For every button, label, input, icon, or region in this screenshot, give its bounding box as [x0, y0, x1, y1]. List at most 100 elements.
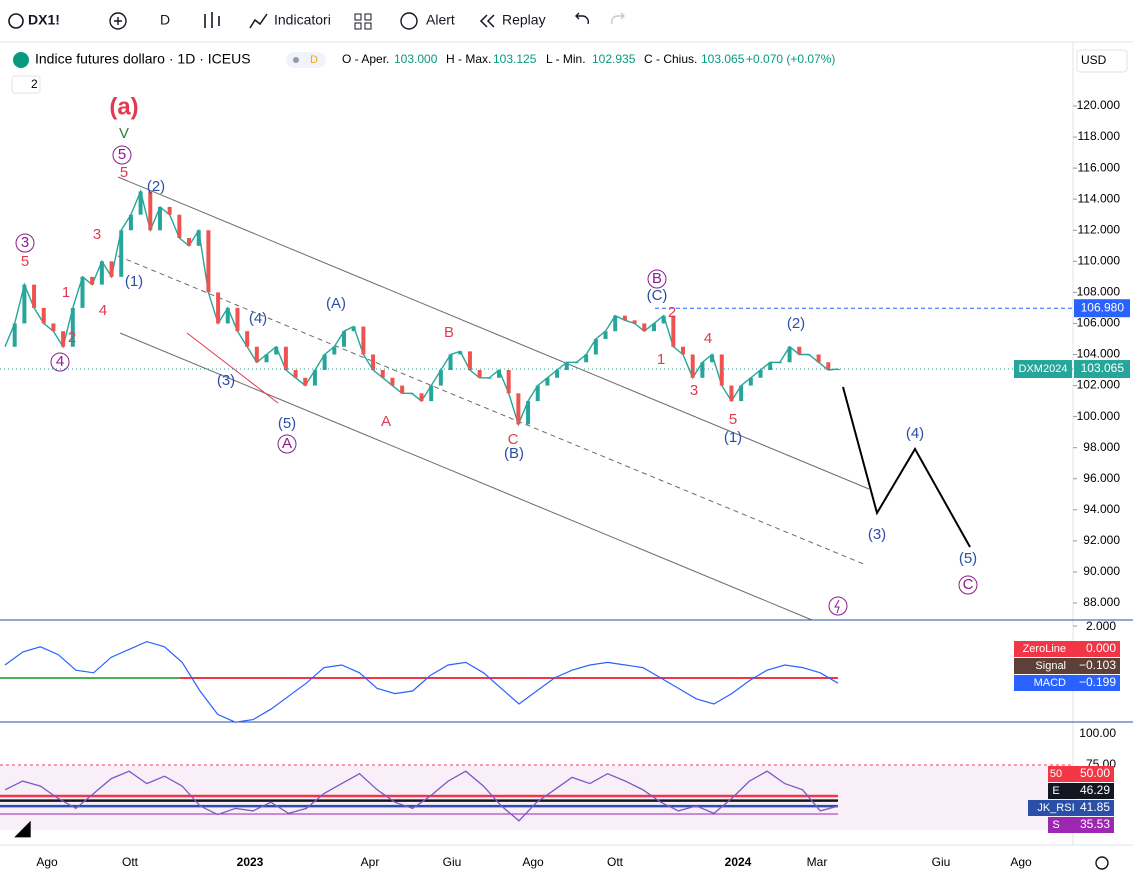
wave-label: 2 — [668, 304, 676, 321]
candle — [816, 354, 821, 363]
wave-label: B — [444, 324, 454, 341]
candle — [710, 354, 715, 363]
time-label: Giu — [443, 855, 462, 869]
wave-label: (a) — [109, 93, 138, 120]
candle — [758, 370, 763, 378]
candle — [274, 346, 279, 355]
layout-icon — [354, 22, 362, 30]
ohlc: O - Aper. 103.000 H - Max. 103.125 L - M… — [342, 52, 835, 66]
search-icon[interactable] — [8, 13, 24, 29]
wave-label: (A) — [326, 295, 346, 312]
time-label: Ago — [1010, 855, 1032, 869]
wave-circle — [112, 145, 132, 165]
wave-label: 5 — [21, 253, 29, 270]
rsi-badge — [1060, 817, 1114, 833]
candle — [148, 191, 153, 231]
rsi-badge-name: S — [1052, 819, 1059, 831]
price-tick-label: 88.000 — [1083, 595, 1120, 609]
rsi-badge-name-bg — [1048, 817, 1064, 833]
alert-button[interactable]: Alert — [426, 12, 455, 28]
rsi-badge-name-bg — [1048, 783, 1064, 799]
price-tick-label: 92.000 — [1083, 533, 1120, 547]
price-tick-label: 118.000 — [1078, 129, 1121, 143]
macd-badge-value: −0.103 — [1079, 658, 1116, 672]
wave-circle — [647, 269, 667, 289]
data-badge: D — [310, 54, 318, 66]
candle — [351, 326, 356, 332]
layout-icon[interactable] — [354, 13, 362, 21]
candle — [254, 346, 259, 363]
indicators-button[interactable]: Indicatori — [274, 12, 331, 28]
open-value: 103.000 — [394, 52, 438, 66]
layout-icon — [364, 13, 372, 21]
currency: USD — [1081, 53, 1107, 67]
candle — [593, 338, 598, 355]
candle — [409, 393, 414, 395]
candle — [342, 331, 347, 347]
wave-label: C — [508, 431, 519, 448]
currency-button[interactable] — [1076, 49, 1128, 73]
price-tick-label: 114.000 — [1078, 191, 1121, 205]
price-tick-label: 104.000 — [1077, 347, 1121, 361]
wave-label: 3 — [690, 382, 698, 399]
candle — [642, 323, 647, 332]
replay-button[interactable]: Replay — [502, 12, 546, 28]
candle — [32, 284, 37, 308]
candle — [671, 315, 676, 347]
rsi-badge-name: 50 — [1050, 768, 1062, 780]
interval[interactable]: D — [160, 12, 170, 28]
candle — [526, 401, 531, 425]
candle — [506, 370, 511, 394]
flash-icon[interactable] — [828, 596, 848, 616]
close-value: 103.065 — [701, 52, 745, 66]
redo[interactable] — [610, 12, 625, 25]
add-symbol[interactable] — [109, 12, 127, 30]
price-tick-label: 94.000 — [1083, 502, 1120, 516]
candle — [836, 369, 840, 371]
collapse-count: 2 — [31, 77, 38, 91]
flash-bolt — [834, 599, 840, 614]
price-tick-label: 120.000 — [1077, 98, 1121, 112]
candle — [390, 377, 395, 386]
settings[interactable] — [1095, 856, 1109, 870]
price-tick-label: 96.000 — [1083, 471, 1120, 485]
time-label: 2023 — [237, 855, 264, 869]
wave-label: B — [652, 270, 662, 287]
high-value: 103.125 — [493, 52, 537, 66]
rsi-badge — [1060, 766, 1114, 782]
candle — [419, 393, 424, 402]
candle — [632, 320, 637, 324]
wave-label: (3) — [217, 372, 235, 389]
wave-trendline — [186, 332, 279, 404]
channel-upper — [117, 176, 870, 490]
time-label: Giu — [932, 855, 951, 869]
candle — [516, 393, 521, 425]
replay-icon — [479, 14, 495, 28]
candle — [777, 362, 782, 364]
candle — [603, 331, 608, 339]
macd-badge — [1014, 675, 1120, 691]
candle — [303, 377, 308, 386]
candle — [651, 323, 656, 332]
rsi-badge-name-bg — [1028, 800, 1064, 816]
collapse-button[interactable] — [11, 75, 41, 94]
symbol[interactable]: DX1! — [28, 12, 60, 28]
candle — [487, 377, 492, 379]
macd-badge-name: ZeroLine — [1023, 643, 1066, 655]
rsi-badge-value: 46.29 — [1080, 783, 1110, 797]
wave-label: (2) — [147, 178, 165, 195]
candle — [690, 354, 695, 378]
legend-title: Indice futures dollaro · 1D · ICEUS — [35, 51, 251, 67]
macd-tick-label: 2.000 — [1086, 619, 1116, 633]
undo[interactable] — [575, 12, 590, 25]
price-tick-label: 106.000 — [1077, 316, 1121, 330]
price-tick-label: 110.000 — [1078, 253, 1121, 267]
high-label: H - Max. — [446, 52, 491, 66]
time-label: Apr — [361, 855, 380, 869]
rsi-badge — [1060, 783, 1114, 799]
chart-type-icon[interactable] — [204, 12, 220, 28]
wave-label: (B) — [504, 445, 524, 462]
wave-circle — [15, 233, 35, 253]
candle — [545, 377, 550, 386]
